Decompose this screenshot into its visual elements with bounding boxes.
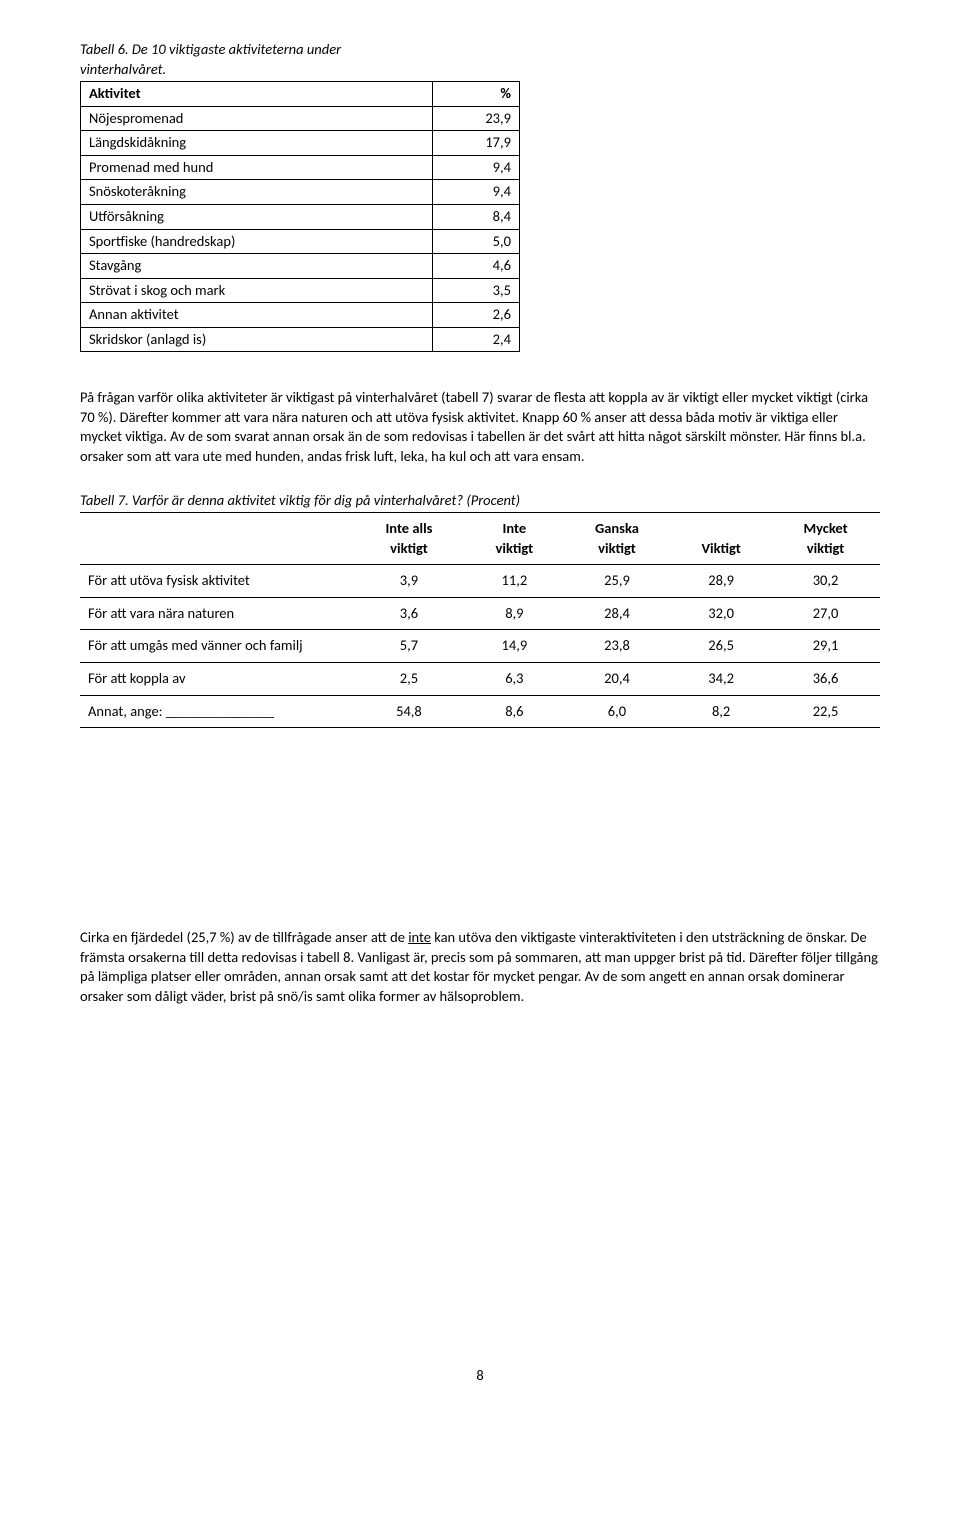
table7-value: 8,6 (466, 695, 563, 728)
table7-header: Mycket viktigt (771, 513, 880, 565)
table-row: Längdskidåkning17,9 (81, 131, 520, 156)
table7-header: Viktigt (671, 513, 771, 565)
table7-value: 3,6 (352, 597, 466, 630)
paragraph-2: Cirka en fjärdedel (25,7 %) av de tillfr… (80, 928, 880, 1006)
table7-value: 8,2 (671, 695, 771, 728)
table-row: För att koppla av 2,5 6,3 20,4 34,2 36,6 (80, 662, 880, 695)
table7-value: 8,9 (466, 597, 563, 630)
table7-label: Annat, ange: _______________ (80, 695, 352, 728)
table-row: Annan aktivitet2,6 (81, 303, 520, 328)
table7-value: 34,2 (671, 662, 771, 695)
table7-value: 23,8 (563, 630, 671, 663)
table7-value: 5,7 (352, 630, 466, 663)
table6-label: Sportfiske (handredskap) (81, 229, 433, 254)
table6-header-activity: Aktivitet (81, 82, 433, 107)
table-row: För att umgås med vänner och familj 5,7 … (80, 630, 880, 663)
table7-header: Ganska viktigt (563, 513, 671, 565)
table7-header-blank (80, 513, 352, 565)
table7-value: 29,1 (771, 630, 880, 663)
table-row: För att vara nära naturen 3,6 8,9 28,4 3… (80, 597, 880, 630)
table-row: Utförsåkning8,4 (81, 204, 520, 229)
table7-value: 22,5 (771, 695, 880, 728)
table6-label: Promenad med hund (81, 155, 433, 180)
table7-value: 36,6 (771, 662, 880, 695)
table7-label: För att koppla av (80, 662, 352, 695)
table7-caption: Tabell 7. Varför är denna aktivitet vikt… (80, 491, 880, 514)
table6-value: 17,9 (433, 131, 520, 156)
table6-value: 5,0 (433, 229, 520, 254)
table6-value: 9,4 (433, 180, 520, 205)
paragraph-1: På frågan varför olika aktiviteter är vi… (80, 388, 880, 466)
table7-value: 27,0 (771, 597, 880, 630)
table7-value: 3,9 (352, 565, 466, 598)
page-number: 8 (80, 1366, 880, 1386)
table6-label: Stavgång (81, 254, 433, 279)
table7-header: Inte viktigt (466, 513, 563, 565)
table-row: Stavgång4,6 (81, 254, 520, 279)
table7-label: För att umgås med vänner och familj (80, 630, 352, 663)
table7-value: 28,9 (671, 565, 771, 598)
table7-value: 32,0 (671, 597, 771, 630)
table6: Aktivitet % Nöjespromenad23,9 Längdskidå… (80, 81, 520, 352)
table-row: Promenad med hund9,4 (81, 155, 520, 180)
table7-value: 26,5 (671, 630, 771, 663)
table6-label: Utförsåkning (81, 204, 433, 229)
table-row: Annat, ange: _______________ 54,8 8,6 6,… (80, 695, 880, 728)
table7-value: 25,9 (563, 565, 671, 598)
table7-value: 28,4 (563, 597, 671, 630)
table7-value: 11,2 (466, 565, 563, 598)
table6-label: Skridskor (anlagd is) (81, 327, 433, 352)
table-row: Strövat i skog och mark3,5 (81, 278, 520, 303)
table6-label: Snöskoteråkning (81, 180, 433, 205)
table7-value: 20,4 (563, 662, 671, 695)
table6-caption-line1: Tabell 6. De 10 viktigaste aktiviteterna… (80, 40, 880, 60)
table7-value: 30,2 (771, 565, 880, 598)
table7-header: Inte alls viktigt (352, 513, 466, 565)
table6-value: 2,4 (433, 327, 520, 352)
table-row: För att utöva fysisk aktivitet 3,9 11,2 … (80, 565, 880, 598)
table-row: Snöskoteråkning9,4 (81, 180, 520, 205)
table6-value: 23,9 (433, 106, 520, 131)
table7-value: 14,9 (466, 630, 563, 663)
table6-value: 2,6 (433, 303, 520, 328)
table7-value: 6,0 (563, 695, 671, 728)
table7-label: För att utöva fysisk aktivitet (80, 565, 352, 598)
table6-value: 3,5 (433, 278, 520, 303)
table6-label: Annan aktivitet (81, 303, 433, 328)
para2-underline: inte (408, 928, 431, 946)
table6-label: Nöjespromenad (81, 106, 433, 131)
table6-value: 9,4 (433, 155, 520, 180)
table6-label: Strövat i skog och mark (81, 278, 433, 303)
table6-value: 4,6 (433, 254, 520, 279)
table7-value: 2,5 (352, 662, 466, 695)
table6-label: Längdskidåkning (81, 131, 433, 156)
table-row: Sportfiske (handredskap)5,0 (81, 229, 520, 254)
table7-label: För att vara nära naturen (80, 597, 352, 630)
table-row: Skridskor (anlagd is)2,4 (81, 327, 520, 352)
table6-header-pct: % (433, 82, 520, 107)
table7-value: 54,8 (352, 695, 466, 728)
para2-pre: Cirka en fjärdedel (25,7 %) av de tillfr… (80, 928, 408, 946)
table7-value: 6,3 (466, 662, 563, 695)
table6-caption-line2: vinterhalvåret. (80, 60, 880, 80)
table6-value: 8,4 (433, 204, 520, 229)
table7: Inte alls viktigt Inte viktigt Ganska vi… (80, 513, 880, 728)
table-row: Nöjespromenad23,9 (81, 106, 520, 131)
